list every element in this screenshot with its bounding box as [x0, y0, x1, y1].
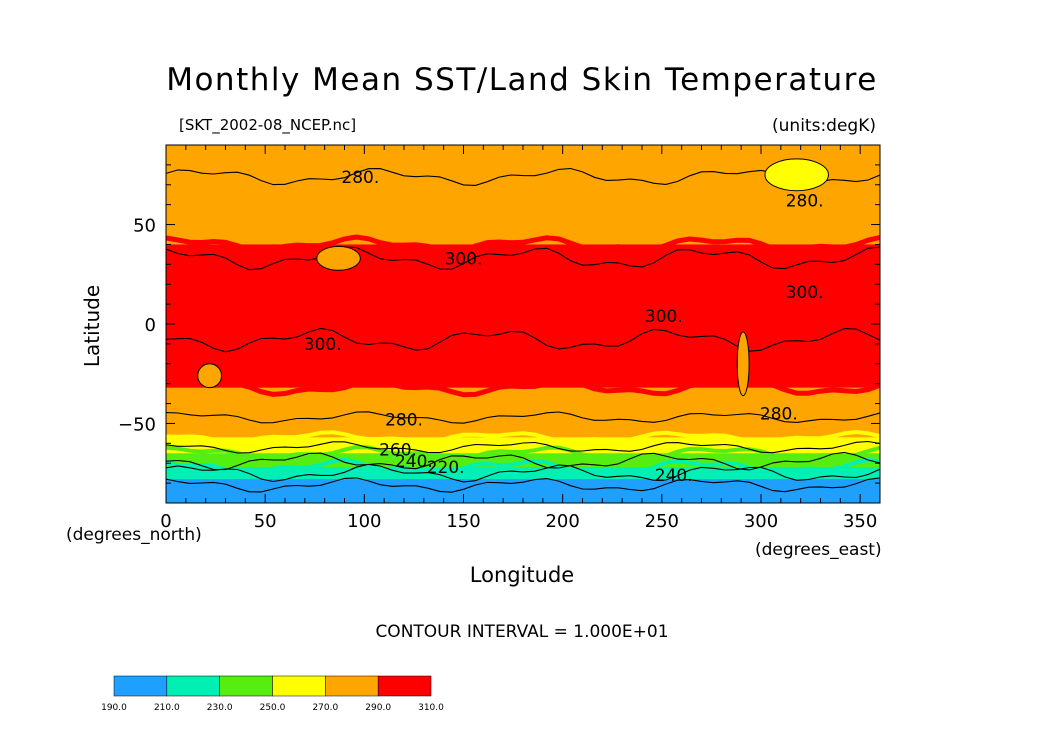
colorbar-label-2: 230.0	[207, 703, 233, 713]
contour-210	[166, 477, 880, 493]
temperature-band-0	[166, 145, 880, 245]
axis-ticks	[165, 144, 881, 504]
x-tick-label-200: 200	[545, 511, 579, 532]
y-tick-label-1: 0	[145, 315, 156, 336]
colorbar-swatch-4	[325, 675, 379, 697]
tibet-patch	[316, 245, 361, 271]
temperature-band-6	[166, 479, 880, 503]
x-tick-label-350: 350	[843, 511, 877, 532]
contour-label-7: 280.	[760, 405, 798, 425]
temperature-band-1	[166, 244, 880, 389]
contour-label-1: 280.	[786, 192, 824, 212]
colorbar-swatch-3	[272, 675, 326, 697]
temperature-field	[166, 145, 880, 503]
colorbar-swatch-2	[219, 675, 273, 697]
red-band-edge-north	[166, 234, 880, 255]
contour-label-11: 240.	[655, 466, 693, 486]
contour-300-south	[166, 327, 880, 353]
contour-label-5: 300.	[304, 335, 342, 355]
x-tick-label-50: 50	[254, 511, 277, 532]
contour-label-0: 280.	[341, 168, 379, 188]
contour-labels: 280.280.300.300.300.300.280. 280.260.240.…	[304, 168, 824, 486]
red-band-edge-south	[166, 377, 880, 398]
contour-label-9: 240.	[395, 452, 433, 472]
colorbar-swatch-1	[166, 675, 220, 697]
teal-band-edge	[166, 457, 880, 477]
y-tick-label-0: 50	[133, 216, 156, 237]
colorbar-label-5: 290.0	[365, 703, 391, 713]
greenland-cold-patch	[764, 158, 829, 192]
x-axis-label: Longitude	[469, 563, 575, 587]
contour-label-6: 280.	[385, 410, 423, 430]
temperature-band-5	[166, 467, 880, 480]
y-axis-unit: (degrees_north)	[66, 525, 202, 545]
colorbar-swatch-5	[377, 675, 432, 697]
colorbar-swatch-0	[113, 675, 168, 697]
contour-260	[166, 440, 880, 454]
chart-title: Monthly Mean SST/Land Skin Temperature	[166, 62, 878, 98]
x-tick-label-0: 0	[160, 511, 171, 532]
colorbar-label-0: 190.0	[101, 703, 127, 713]
contour-280-north	[166, 167, 880, 186]
y-tick-label-2: −50	[118, 414, 156, 435]
temperature-band-2	[166, 387, 880, 438]
contour-300-north	[166, 246, 880, 271]
y-tick-labels: 50 0 −50	[118, 216, 156, 436]
green-band-edge	[166, 444, 880, 462]
x-tick-label-250: 250	[645, 511, 679, 532]
south-africa-patch	[197, 363, 223, 389]
contour-220	[166, 463, 880, 483]
x-tick-label-100: 100	[347, 511, 381, 532]
x-tick-label-150: 150	[446, 511, 480, 532]
colorbar-label-1: 210.0	[154, 703, 180, 713]
y-axis-label: Latitude	[80, 284, 104, 368]
file-label: [SKT_2002-08_NCEP.nc]	[179, 116, 357, 134]
contour-label-2: 300.	[445, 249, 483, 269]
contour-label-4: 300.	[645, 307, 683, 327]
contour-interval-note: CONTOUR INTERVAL = 1.000E+01	[375, 622, 669, 642]
contour-lines	[166, 158, 880, 493]
colorbar-label-3: 250.0	[260, 703, 286, 713]
yellow-band-edge	[166, 429, 880, 445]
x-tick-labels: 0 50 100 150 200 250 300 350	[160, 511, 877, 532]
contour-label-8: 260.	[379, 440, 417, 460]
colorbar-label-4: 270.0	[312, 703, 338, 713]
contour-label-10: 220.	[427, 458, 465, 478]
contour-label-3: 300.	[786, 283, 824, 303]
contour-280-south	[166, 411, 880, 424]
colorbar-label-6: 310.0	[418, 703, 444, 713]
x-axis-unit: (degrees_east)	[755, 540, 882, 560]
x-tick-label-300: 300	[744, 511, 778, 532]
units-label: (units:degK)	[772, 116, 876, 136]
colorbar: 190.0 210.0 230.0 250.0 270.0 290.0 310.0	[101, 675, 444, 713]
andes-patch	[736, 331, 750, 397]
